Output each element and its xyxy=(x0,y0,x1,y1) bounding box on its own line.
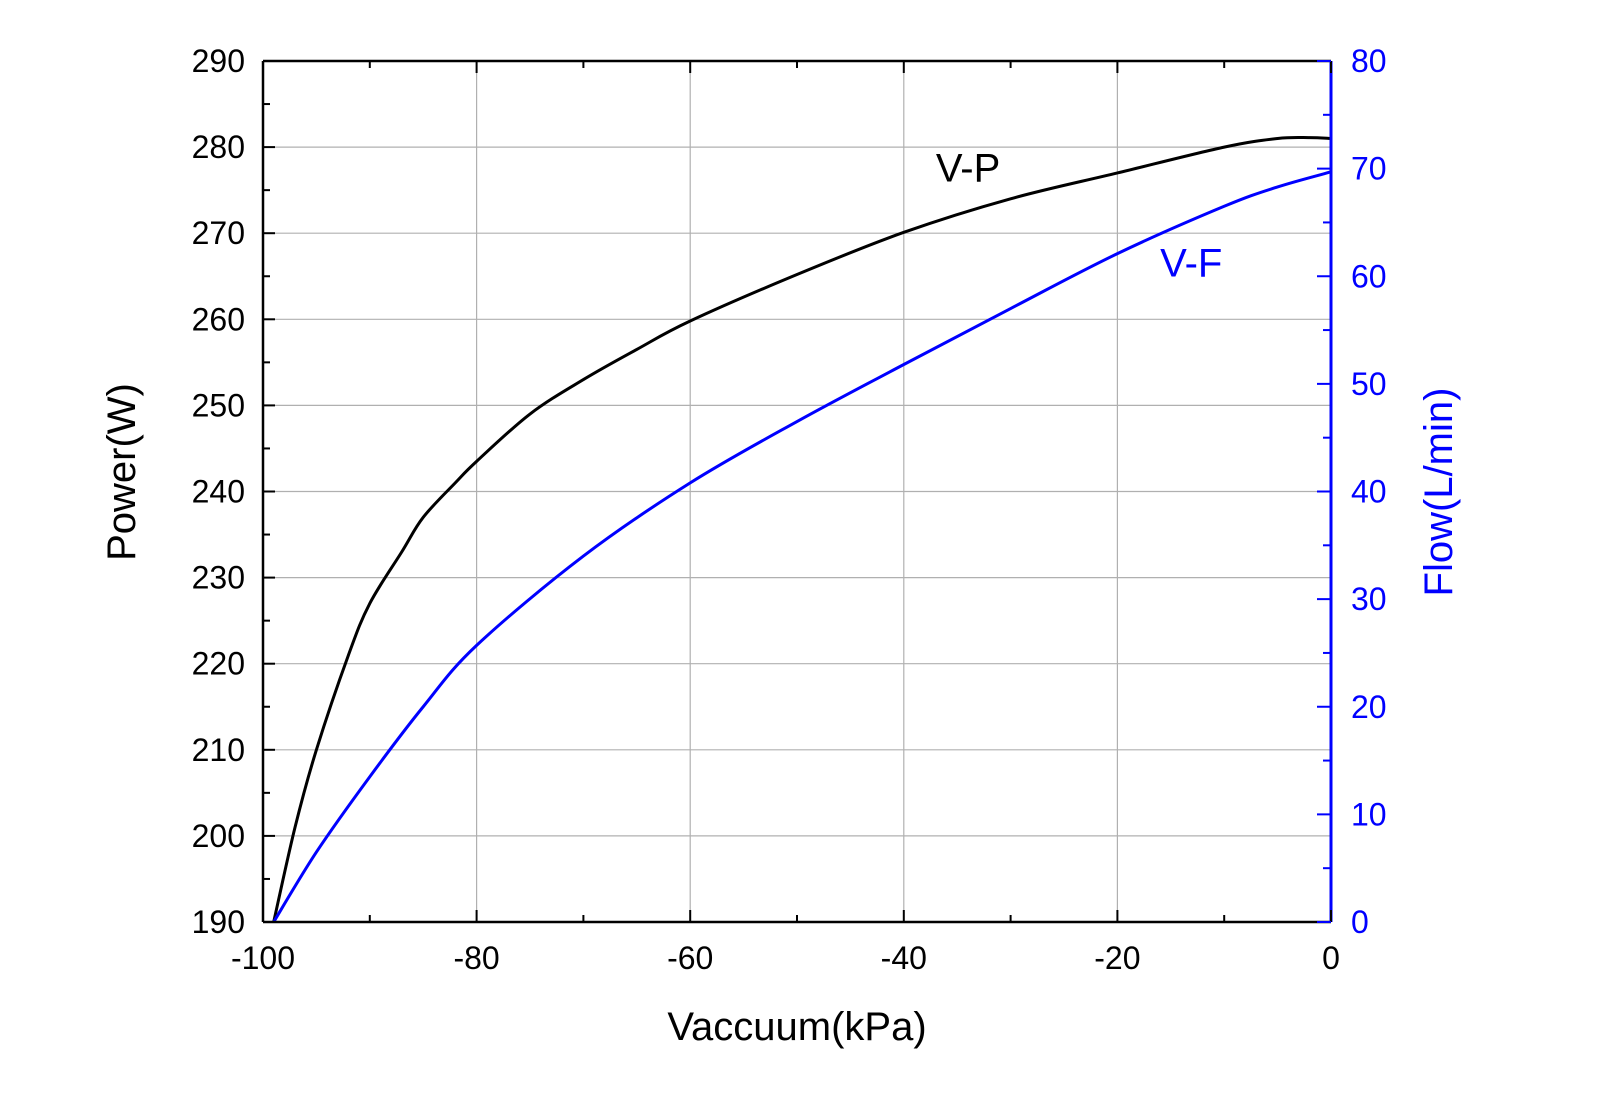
y2-tick-label: 0 xyxy=(1351,904,1369,940)
y-axis-label: Power(W) xyxy=(100,383,144,561)
annotation-v-p: V-P xyxy=(936,147,1000,191)
y2-tick-label: 30 xyxy=(1351,581,1387,617)
x-tick-label: -20 xyxy=(1094,940,1140,976)
x-tick-label: -60 xyxy=(667,940,713,976)
y2-tick-label: 60 xyxy=(1351,258,1387,294)
y2-axis-label: Flow(L/min) xyxy=(1417,388,1461,597)
y-tick-label: 220 xyxy=(192,646,245,682)
y-tick-label: 210 xyxy=(192,732,245,768)
y-tick-label: 250 xyxy=(192,387,245,423)
y2-tick-label: 20 xyxy=(1351,689,1387,725)
y-tick-label: 280 xyxy=(192,129,245,165)
x-tick-label: -100 xyxy=(231,940,295,976)
grid xyxy=(263,61,1331,922)
y2-tick-label: 10 xyxy=(1351,796,1387,832)
y2-tick-label: 80 xyxy=(1351,43,1387,79)
series-line-v-p xyxy=(272,135,1332,923)
y-tick-label: 230 xyxy=(192,560,245,596)
y2-tick-label: 50 xyxy=(1351,366,1387,402)
x-tick-label: -40 xyxy=(881,940,927,976)
y2-tick-label: 70 xyxy=(1351,151,1387,187)
x-tick-label: -80 xyxy=(453,940,499,976)
y2-tick-label: 40 xyxy=(1351,474,1387,510)
annotation-v-f: V-F xyxy=(1160,241,1222,285)
y-tick-label: 200 xyxy=(192,818,245,854)
y-tick-label: 270 xyxy=(192,215,245,251)
x-axis-label: Vaccuum(kPa) xyxy=(667,1005,926,1049)
axes: -100 -80 -60 -40 -20 019020021022023024025026… xyxy=(192,43,1387,976)
series-layer: V-P V-F xyxy=(272,135,1332,923)
y-tick-label: 190 xyxy=(192,904,245,940)
y-tick-label: 260 xyxy=(192,301,245,337)
series-line-v-f xyxy=(272,170,1332,923)
y-tick-label: 290 xyxy=(192,43,245,79)
y-tick-label: 240 xyxy=(192,474,245,510)
x-tick-label: 0 xyxy=(1322,940,1340,976)
